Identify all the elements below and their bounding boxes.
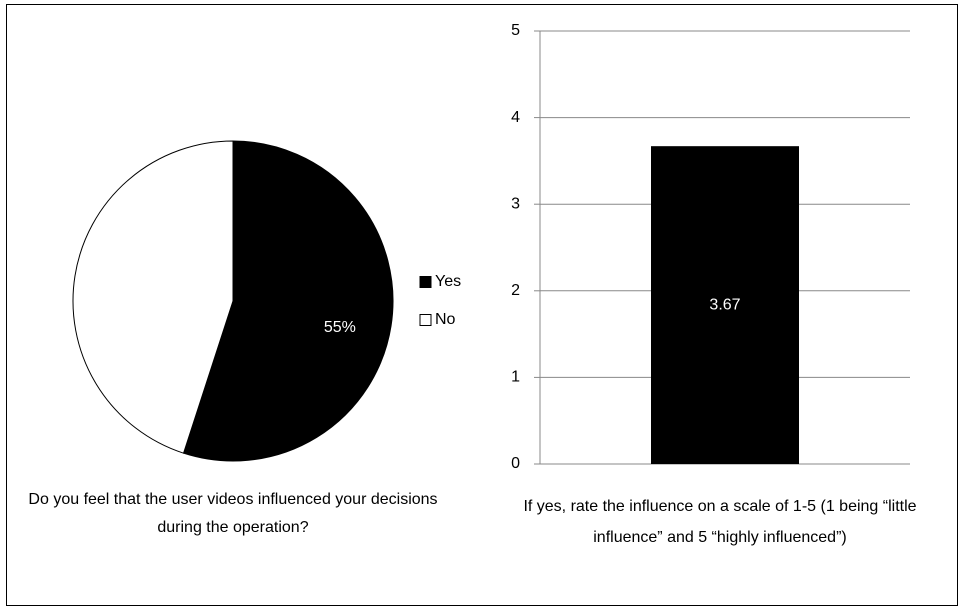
y-tick-label: 5	[511, 22, 520, 39]
y-tick-label: 3	[511, 195, 520, 212]
legend-swatch	[419, 314, 432, 326]
y-tick-label: 1	[511, 369, 520, 386]
legend-label: Yes	[435, 273, 461, 290]
data-label: 3.67	[709, 296, 740, 313]
bar-caption: If yes, rate the influence on a scale of…	[523, 498, 917, 546]
legend-swatch	[419, 276, 432, 288]
y-tick-label: 4	[511, 109, 520, 126]
pie-caption: Do you feel that the user videos influen…	[28, 491, 438, 536]
data-label: 55%	[324, 319, 356, 336]
y-tick-label: 0	[511, 455, 520, 472]
pie-slice	[72, 140, 234, 454]
y-tick-label: 2	[511, 282, 520, 299]
legend-label: No	[435, 311, 456, 328]
pie-slice	[182, 140, 394, 462]
bar	[651, 146, 799, 465]
frame	[6, 4, 958, 606]
